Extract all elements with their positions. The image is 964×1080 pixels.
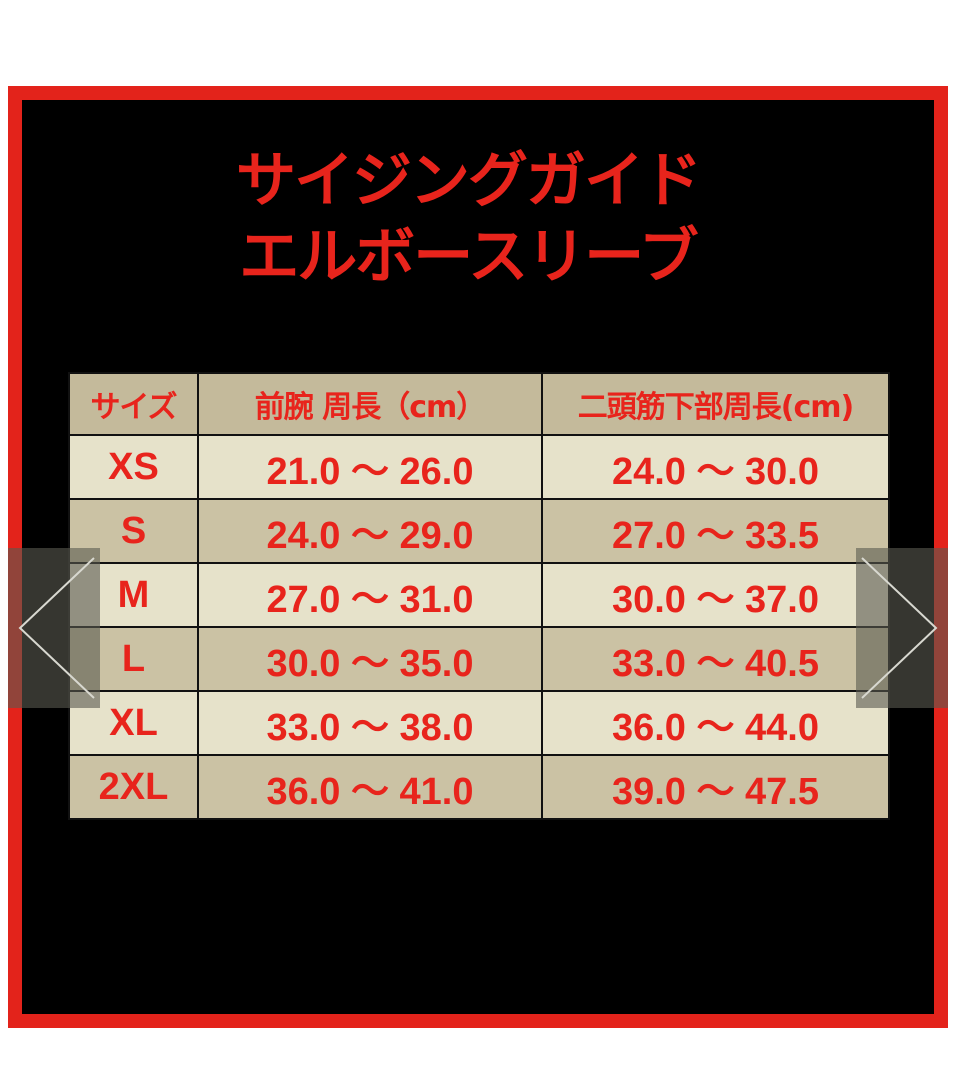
table-row: M 27.0 ～ 31.0 30.0 ～ 37.0 (70, 564, 888, 626)
forearm-cell: 27.0 ～ 31.0 (199, 564, 541, 626)
size-guide-panel: サイジングガイド エルボースリーブ サイズ 前腕 周長（cm） 二頭筋下部周長(… (22, 100, 934, 1014)
forearm-cell: 36.0 ～ 41.0 (199, 756, 541, 818)
table-row: 2XL 36.0 ～ 41.0 39.0 ～ 47.5 (70, 756, 888, 818)
bicep-cell: 30.0 ～ 37.0 (543, 564, 888, 626)
forearm-cell: 21.0 ～ 26.0 (199, 436, 541, 498)
forearm-cell: 33.0 ～ 38.0 (199, 692, 541, 754)
carousel-next-button[interactable] (856, 548, 948, 708)
header-forearm: 前腕 周長（cm） (199, 374, 541, 434)
chevron-left-icon (18, 557, 95, 699)
chevron-right-icon (861, 557, 938, 699)
product-image: サイジングガイド エルボースリーブ サイズ 前腕 周長（cm） 二頭筋下部周長(… (8, 86, 948, 1028)
bicep-cell: 24.0 ～ 30.0 (543, 436, 888, 498)
forearm-cell: 30.0 ～ 35.0 (199, 628, 541, 690)
bicep-cell: 33.0 ～ 40.5 (543, 628, 888, 690)
table-row: XS 21.0 ～ 26.0 24.0 ～ 30.0 (70, 436, 888, 498)
size-cell: 2XL (70, 756, 197, 818)
table-row: L 30.0 ～ 35.0 33.0 ～ 40.5 (70, 628, 888, 690)
header-bicep: 二頭筋下部周長(cm) (543, 374, 888, 434)
title-line-1: サイジングガイド (236, 146, 702, 216)
forearm-cell: 24.0 ～ 29.0 (199, 500, 541, 562)
bicep-cell: 36.0 ～ 44.0 (543, 692, 888, 754)
size-table: サイズ 前腕 周長（cm） 二頭筋下部周長(cm) XS 21.0 ～ 26.0… (68, 372, 890, 820)
bicep-cell: 39.0 ～ 47.5 (543, 756, 888, 818)
table-row: XL 33.0 ～ 38.0 36.0 ～ 44.0 (70, 692, 888, 754)
title-line-2: エルボースリーブ (239, 222, 698, 292)
table-row: S 24.0 ～ 29.0 27.0 ～ 33.5 (70, 500, 888, 562)
header-size: サイズ (70, 374, 197, 434)
bicep-cell: 27.0 ～ 33.5 (543, 500, 888, 562)
size-cell: XS (70, 436, 197, 498)
carousel-prev-button[interactable] (8, 548, 100, 708)
table-header: サイズ 前腕 周長（cm） 二頭筋下部周長(cm) (70, 374, 888, 434)
